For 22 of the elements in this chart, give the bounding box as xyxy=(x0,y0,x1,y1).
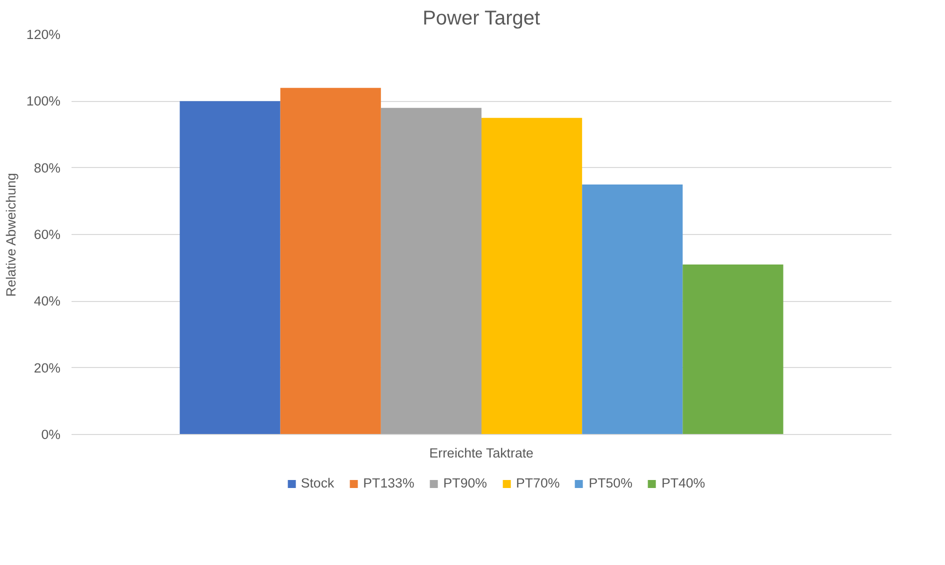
y-tick-label: 80% xyxy=(34,160,61,176)
y-axis-title: Relative Abweichung xyxy=(3,173,18,297)
y-tick-label: 0% xyxy=(41,427,61,442)
bar xyxy=(482,118,582,434)
bar xyxy=(380,108,482,434)
bar xyxy=(280,88,381,434)
y-tick-label: 60% xyxy=(34,227,61,242)
y-tick-label: 100% xyxy=(26,94,61,109)
chart-title: Power Target xyxy=(422,8,540,30)
y-tick-label: 120% xyxy=(26,27,61,42)
legend-label: PT90% xyxy=(443,476,488,490)
y-tick-label: 40% xyxy=(34,294,61,309)
bar xyxy=(582,184,683,434)
legend-label: Stock xyxy=(300,476,334,490)
bar xyxy=(682,264,784,434)
x-tick-label: Erreichte Taktrate xyxy=(429,446,534,460)
legend-label: PT70% xyxy=(516,476,560,490)
y-tick-label: 20% xyxy=(34,360,61,376)
legend-label: PT133% xyxy=(363,476,414,490)
legend-label: PT50% xyxy=(588,476,632,490)
legend-label: PT40% xyxy=(661,476,706,490)
bar xyxy=(180,101,280,434)
